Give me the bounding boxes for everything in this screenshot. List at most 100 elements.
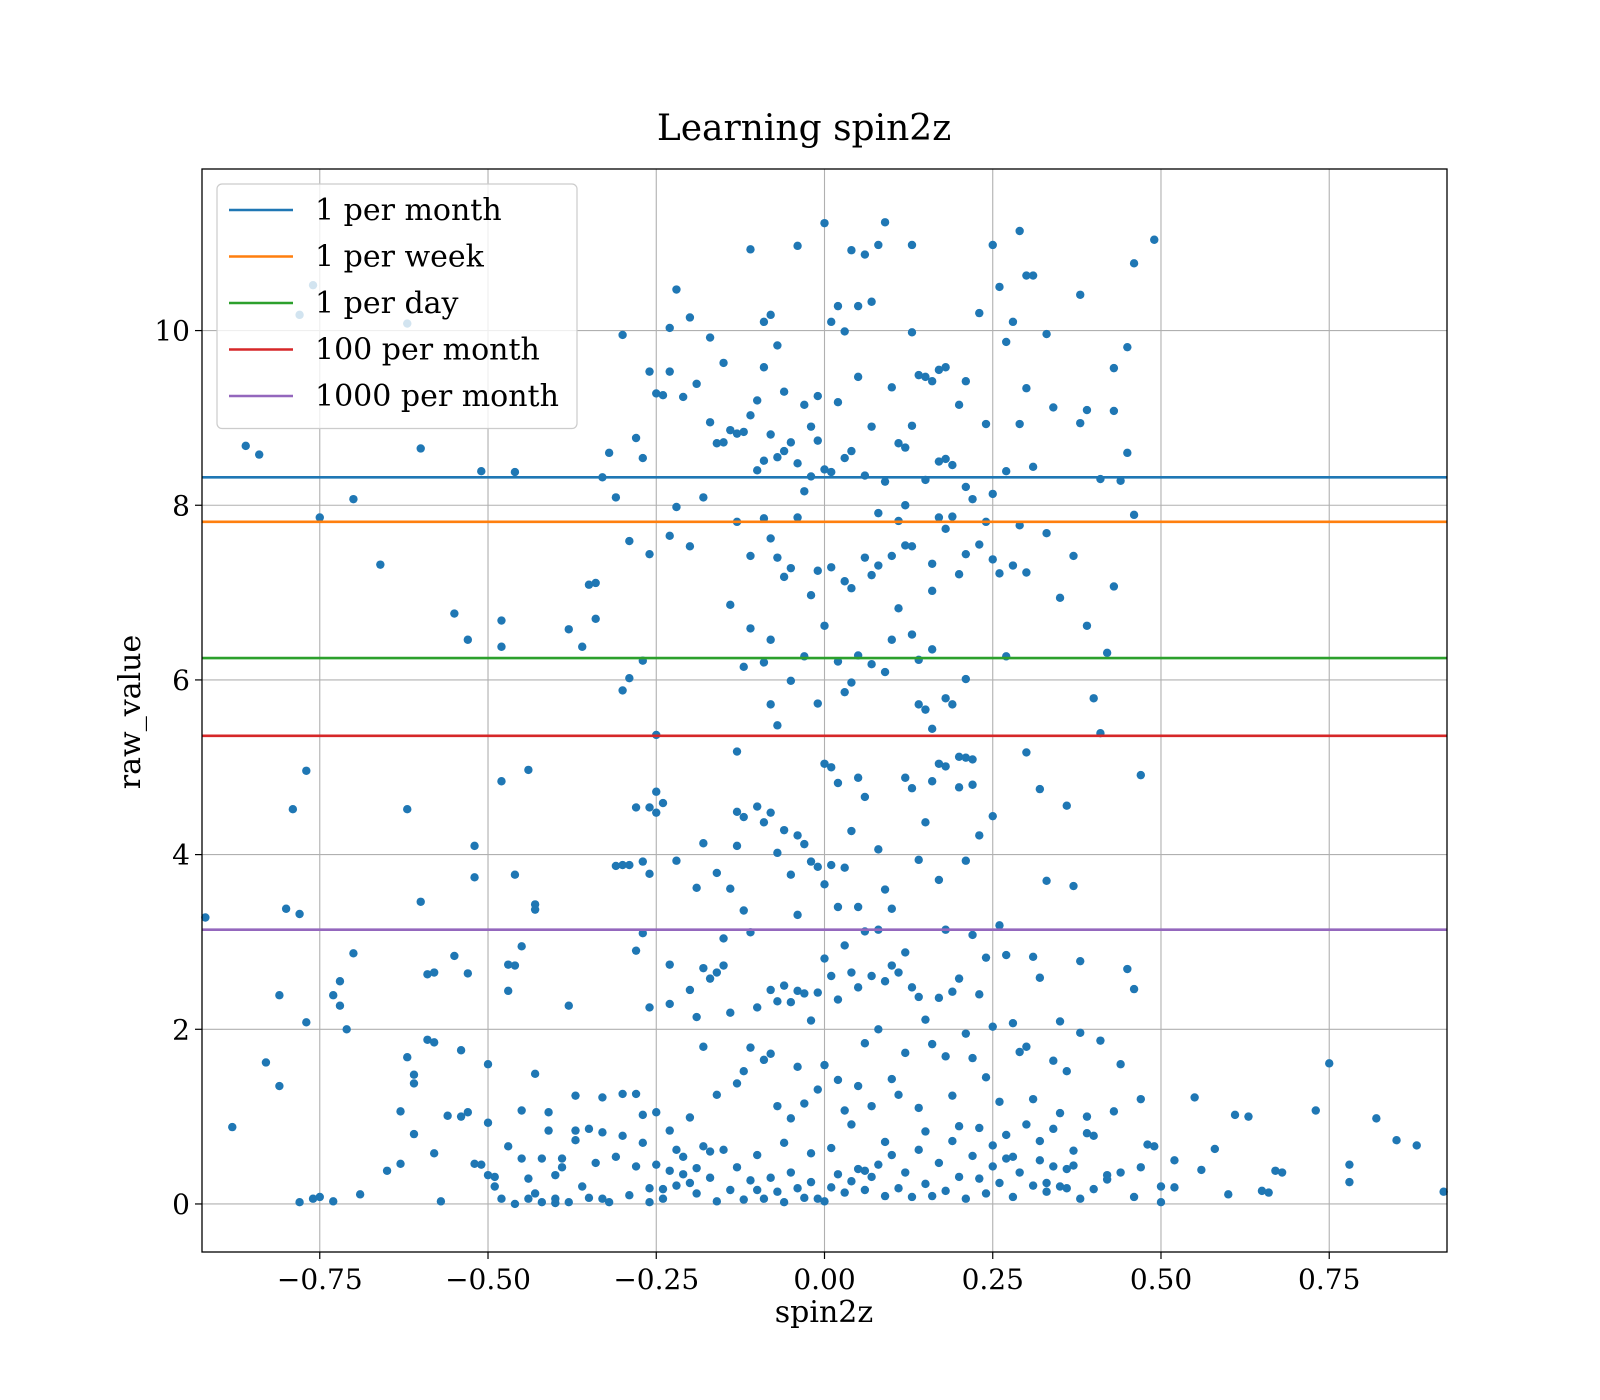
scatter-point — [927, 1039, 937, 1049]
scatter-point — [840, 687, 849, 697]
scatter-point — [867, 660, 876, 669]
scatter-point — [1136, 1094, 1145, 1104]
scatter-point — [948, 1136, 957, 1146]
scatter-point — [867, 1101, 876, 1111]
scatter-point — [652, 389, 661, 398]
scatter-point — [981, 953, 991, 962]
scatter-point — [914, 1145, 923, 1155]
scatter-point — [786, 998, 796, 1007]
scatter-point — [901, 773, 910, 782]
scatter-point — [759, 514, 769, 523]
scatter-point — [907, 1192, 917, 1202]
scatter-point — [1069, 1146, 1078, 1155]
scatter-point — [739, 906, 748, 915]
scatter-point — [921, 818, 930, 827]
x-axis-ticks: −0.75 −0.50 −0.25 0.00 0.25 0.50 0.75 — [277, 1252, 1360, 1296]
scatter-point — [631, 946, 641, 955]
scatter-point — [739, 662, 748, 672]
scatter-point — [800, 1099, 809, 1108]
scatter-point — [1008, 561, 1018, 570]
scatter-point — [793, 459, 802, 468]
scatter-point — [968, 755, 977, 764]
scatter-point — [665, 323, 674, 333]
scatter-point — [988, 240, 997, 250]
scatter-point — [732, 1163, 742, 1172]
scatter-point — [497, 616, 506, 625]
scatter-point — [901, 541, 910, 550]
scatter-point — [1022, 1042, 1031, 1051]
scatter-point — [1311, 1106, 1320, 1115]
scatter-point — [820, 621, 829, 630]
scatter-point — [914, 1103, 923, 1113]
scatter-point — [800, 400, 809, 410]
scatter-point — [773, 1187, 782, 1196]
scatter-point — [853, 902, 863, 912]
scatter-point — [618, 860, 627, 870]
scatter-point — [524, 765, 533, 775]
scatter-point — [645, 803, 654, 812]
scatter-point — [658, 1194, 668, 1203]
scatter-point — [746, 1043, 755, 1052]
scatter-point — [887, 1150, 896, 1160]
scatter-point — [853, 301, 863, 311]
scatter-point — [820, 954, 829, 963]
scatter-point — [860, 1039, 870, 1048]
scatter-point — [228, 1122, 237, 1132]
scatter-point — [1002, 466, 1011, 476]
scatter-point — [1082, 1112, 1092, 1121]
scatter-point — [759, 658, 769, 667]
scatter-point — [800, 839, 809, 849]
scatter-point — [295, 1198, 304, 1207]
scatter-point — [1002, 1154, 1011, 1163]
scatter-point — [894, 968, 903, 977]
scatter-point — [631, 803, 641, 812]
scatter-point — [995, 569, 1004, 578]
scatter-point — [625, 1191, 634, 1200]
scatter-point — [1257, 1186, 1267, 1196]
scatter-point — [927, 724, 937, 734]
scatter-point — [645, 1184, 654, 1193]
scatter-point — [726, 884, 735, 893]
scatter-point — [746, 624, 755, 633]
scatter-point — [921, 1015, 930, 1024]
scatter-point — [961, 674, 971, 684]
scatter-point — [988, 811, 997, 821]
scatter-point — [981, 1189, 991, 1198]
scatter-point — [719, 961, 728, 970]
scatter-point — [995, 1178, 1004, 1188]
scatter-point — [1049, 1162, 1058, 1171]
scatter-point — [793, 1062, 802, 1072]
x-tick-label: 0.25 — [962, 1263, 1024, 1296]
scatter-point — [719, 438, 728, 447]
scatter-point — [483, 1170, 493, 1180]
scatter-point — [1028, 1181, 1038, 1190]
scatter-point — [921, 1179, 930, 1189]
scatter-point — [847, 246, 856, 255]
scatter-point — [1129, 984, 1139, 994]
scatter-point — [598, 1128, 607, 1137]
scatter-point — [638, 453, 647, 463]
scatter-point — [1143, 1140, 1152, 1149]
scatter-point — [591, 614, 600, 623]
scatter-point — [692, 1163, 701, 1173]
scatter-point — [975, 1174, 984, 1183]
scatter-point — [975, 1123, 984, 1133]
scatter-point — [914, 700, 923, 709]
y-tick-label: 8 — [172, 489, 190, 522]
scatter-point — [874, 1025, 883, 1034]
scatter-point — [201, 913, 210, 922]
scatter-point — [1264, 1188, 1273, 1197]
scatter-point — [786, 1168, 796, 1177]
scatter-point — [1082, 621, 1092, 630]
scatter-point — [699, 839, 708, 848]
scatter-point — [968, 1053, 977, 1063]
scatter-point — [948, 512, 957, 521]
scatter-point — [806, 422, 816, 431]
scatter-point — [961, 482, 971, 492]
scatter-point — [975, 308, 984, 318]
scatter-point — [349, 949, 358, 958]
scatter-point — [786, 438, 796, 447]
scatter-point — [853, 1164, 863, 1174]
scatter-point — [302, 1018, 311, 1027]
scatter-point — [335, 1001, 345, 1010]
